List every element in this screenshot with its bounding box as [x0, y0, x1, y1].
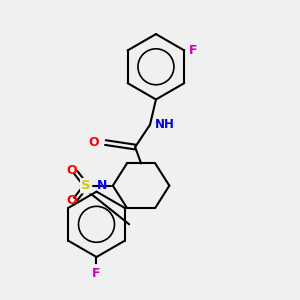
Text: NH: NH — [154, 118, 174, 131]
Text: O: O — [89, 136, 100, 149]
Text: F: F — [92, 267, 101, 280]
Text: S: S — [81, 179, 91, 192]
Text: O: O — [66, 164, 76, 177]
Text: F: F — [189, 44, 197, 57]
Text: O: O — [66, 194, 76, 207]
Text: N: N — [97, 179, 107, 192]
